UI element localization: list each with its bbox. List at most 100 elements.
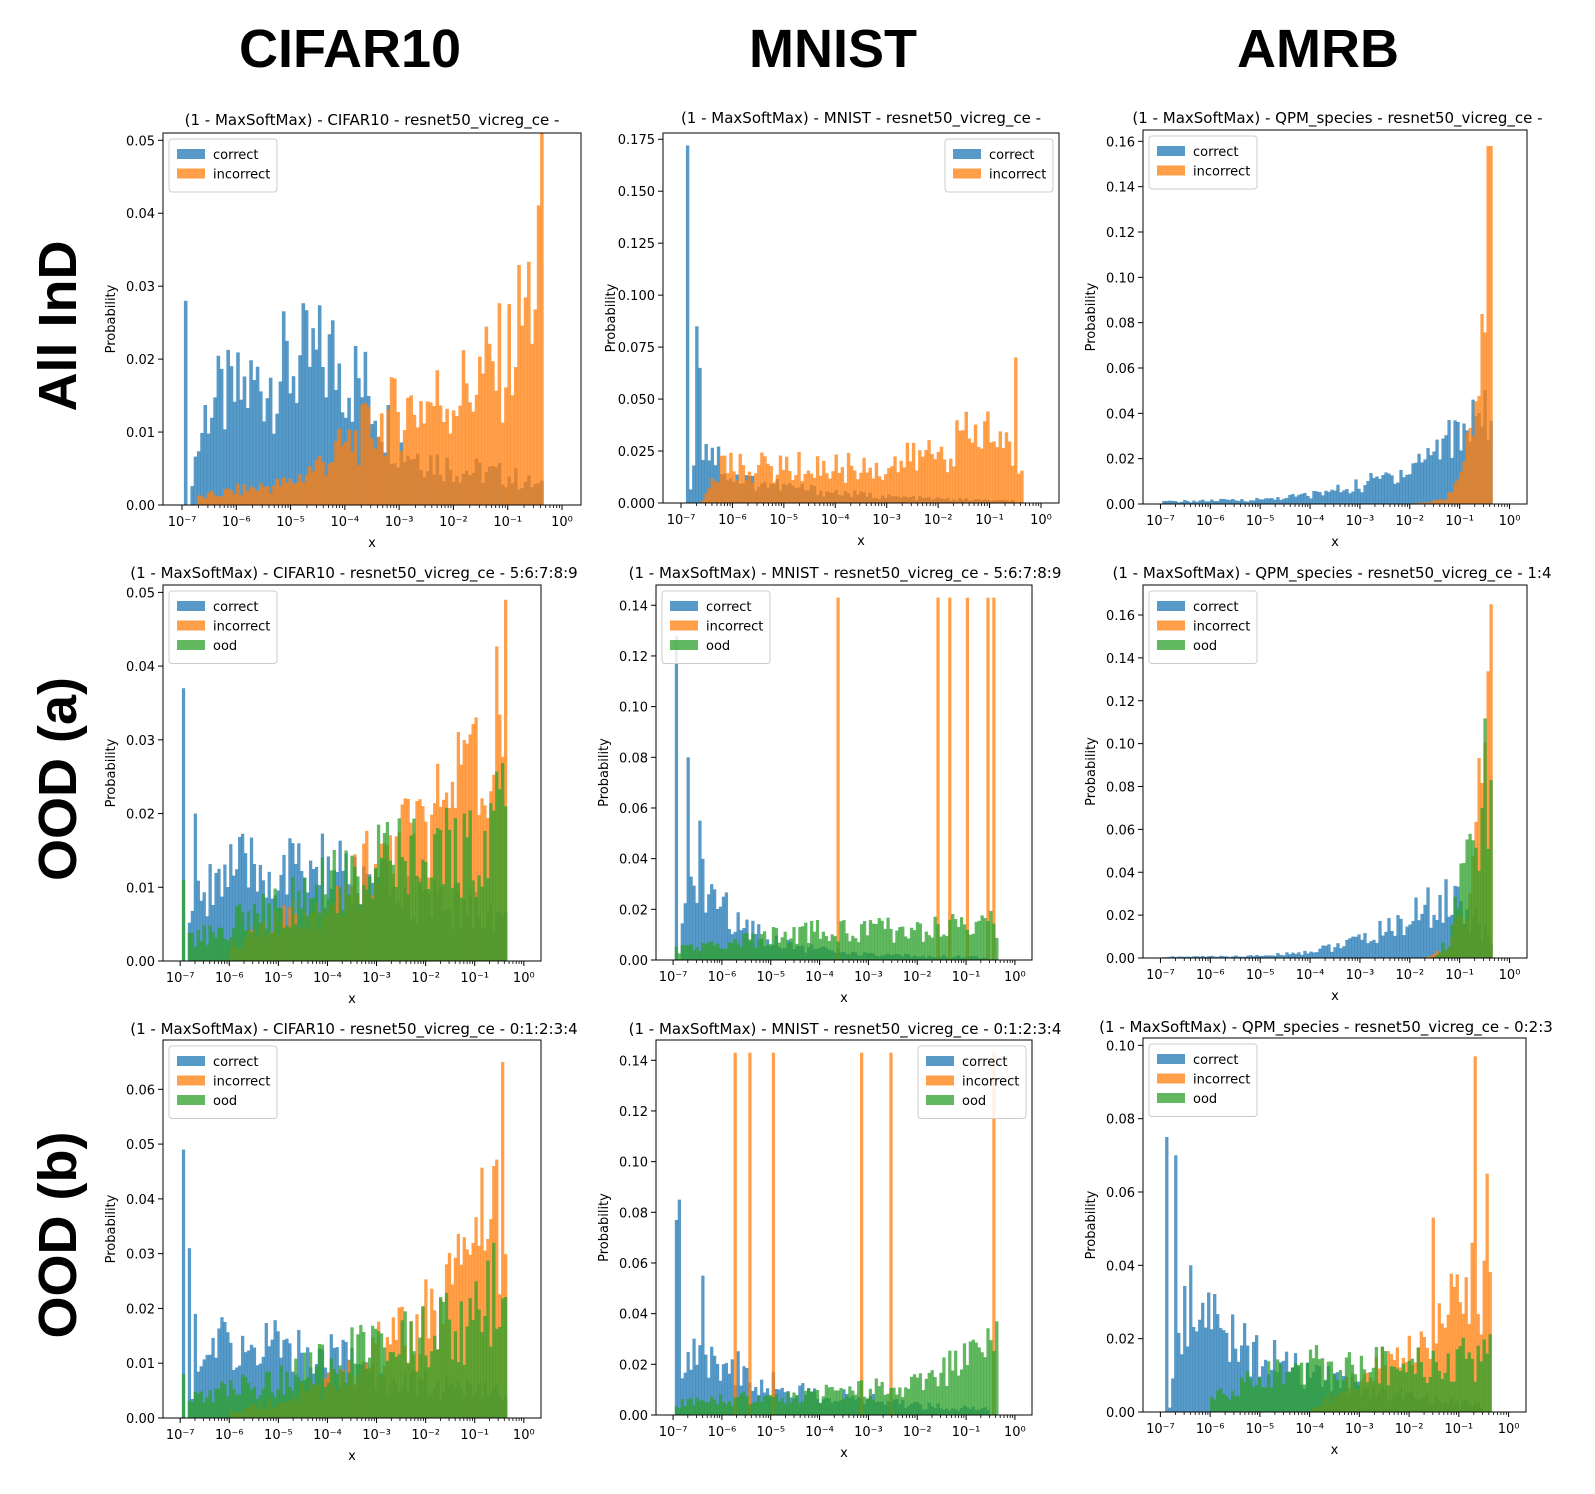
bar bbox=[235, 1394, 239, 1418]
series-incorrect bbox=[836, 597, 996, 960]
bar bbox=[220, 928, 224, 961]
bar bbox=[892, 1387, 896, 1415]
x-tick-label: 10⁻⁷ bbox=[1146, 514, 1175, 529]
y-tick-label: 0.08 bbox=[619, 751, 648, 766]
bar bbox=[1299, 1362, 1304, 1412]
chart-9: (1 - MaxSoftMax) - QPM_species - resnet5… bbox=[1084, 1018, 1553, 1458]
bar bbox=[986, 921, 990, 960]
bar bbox=[710, 884, 714, 960]
bar bbox=[1456, 421, 1460, 504]
legend-swatch-ood bbox=[926, 1095, 954, 1105]
y-tick-label: 0.00 bbox=[1106, 498, 1135, 513]
x-tick-label: 10⁻² bbox=[903, 1425, 932, 1440]
bar bbox=[484, 326, 489, 505]
bar bbox=[205, 1354, 209, 1418]
bar bbox=[1017, 473, 1021, 503]
bar bbox=[216, 355, 221, 505]
bar bbox=[308, 898, 313, 961]
bar bbox=[478, 356, 482, 505]
bar bbox=[210, 490, 214, 505]
legend-swatch-incorrect bbox=[177, 620, 205, 631]
bar bbox=[1243, 1382, 1247, 1412]
bar bbox=[1300, 493, 1304, 504]
bar bbox=[786, 942, 790, 960]
bar bbox=[721, 1364, 726, 1415]
x-tick-label: 10⁰ bbox=[1499, 514, 1521, 529]
bar bbox=[783, 931, 787, 960]
bar bbox=[980, 448, 984, 503]
legend-swatch-correct bbox=[1157, 601, 1185, 611]
series-ood bbox=[1210, 1334, 1492, 1412]
bar bbox=[1183, 499, 1187, 504]
bar bbox=[245, 407, 250, 505]
bar bbox=[842, 1398, 846, 1415]
y-tick-label: 0.00 bbox=[619, 1409, 648, 1424]
bar bbox=[202, 924, 206, 961]
bar bbox=[742, 933, 746, 960]
y-tick-label: 0.125 bbox=[618, 237, 655, 252]
bar bbox=[695, 902, 699, 960]
bar bbox=[435, 370, 440, 505]
bar bbox=[795, 943, 799, 960]
bar bbox=[695, 1364, 699, 1415]
bar bbox=[992, 441, 996, 503]
bar bbox=[486, 1260, 490, 1418]
bar bbox=[196, 495, 201, 505]
bar bbox=[415, 427, 420, 505]
bar bbox=[1192, 1327, 1196, 1412]
bar bbox=[877, 476, 882, 503]
y-axis-label: Probability bbox=[1084, 1190, 1099, 1259]
bar bbox=[768, 1394, 773, 1415]
bar bbox=[1177, 956, 1181, 958]
y-tick-label: 0.12 bbox=[619, 650, 648, 665]
bar bbox=[504, 1297, 508, 1418]
bar bbox=[1429, 927, 1433, 958]
bar bbox=[964, 411, 968, 503]
bar bbox=[1189, 502, 1193, 504]
bar bbox=[273, 888, 277, 961]
bar bbox=[255, 1365, 260, 1418]
bar bbox=[1204, 956, 1208, 958]
bar bbox=[1452, 1287, 1456, 1412]
y-axis-label: Probability bbox=[597, 738, 612, 807]
bar bbox=[382, 833, 387, 961]
y-tick-label: 0.02 bbox=[619, 903, 648, 918]
bar bbox=[736, 912, 740, 960]
legend-swatch-correct bbox=[953, 149, 981, 159]
bar bbox=[851, 1390, 855, 1415]
bar bbox=[874, 462, 879, 503]
bar bbox=[448, 433, 453, 505]
bar bbox=[992, 923, 996, 960]
bar bbox=[859, 472, 863, 503]
bar bbox=[733, 1052, 737, 1415]
bar bbox=[317, 912, 322, 961]
bar bbox=[419, 401, 423, 505]
bar bbox=[314, 459, 319, 505]
x-axis-label: x bbox=[857, 534, 865, 549]
y-tick-label: 0.06 bbox=[619, 1257, 648, 1272]
bar bbox=[1315, 491, 1319, 504]
bar bbox=[291, 1390, 295, 1418]
bar bbox=[1336, 484, 1340, 504]
bar bbox=[1266, 1361, 1271, 1412]
bar bbox=[819, 475, 823, 503]
x-tick-label: 10⁻⁷ bbox=[168, 515, 197, 530]
bar bbox=[1275, 1359, 1280, 1412]
bar bbox=[1303, 950, 1307, 958]
bar bbox=[1186, 956, 1190, 958]
bar bbox=[874, 924, 878, 960]
bar bbox=[265, 486, 270, 505]
x-tick-label: 10⁻¹ bbox=[952, 970, 981, 985]
bar bbox=[674, 946, 679, 960]
bar bbox=[754, 947, 758, 960]
bar bbox=[441, 884, 446, 961]
legend-label-correct: correct bbox=[1193, 145, 1239, 160]
bar bbox=[1363, 933, 1367, 958]
bar bbox=[1180, 501, 1184, 504]
bar bbox=[1468, 427, 1472, 504]
bar bbox=[229, 1380, 233, 1418]
bar bbox=[803, 474, 807, 503]
bar bbox=[1485, 1173, 1489, 1412]
bar bbox=[439, 1297, 443, 1418]
